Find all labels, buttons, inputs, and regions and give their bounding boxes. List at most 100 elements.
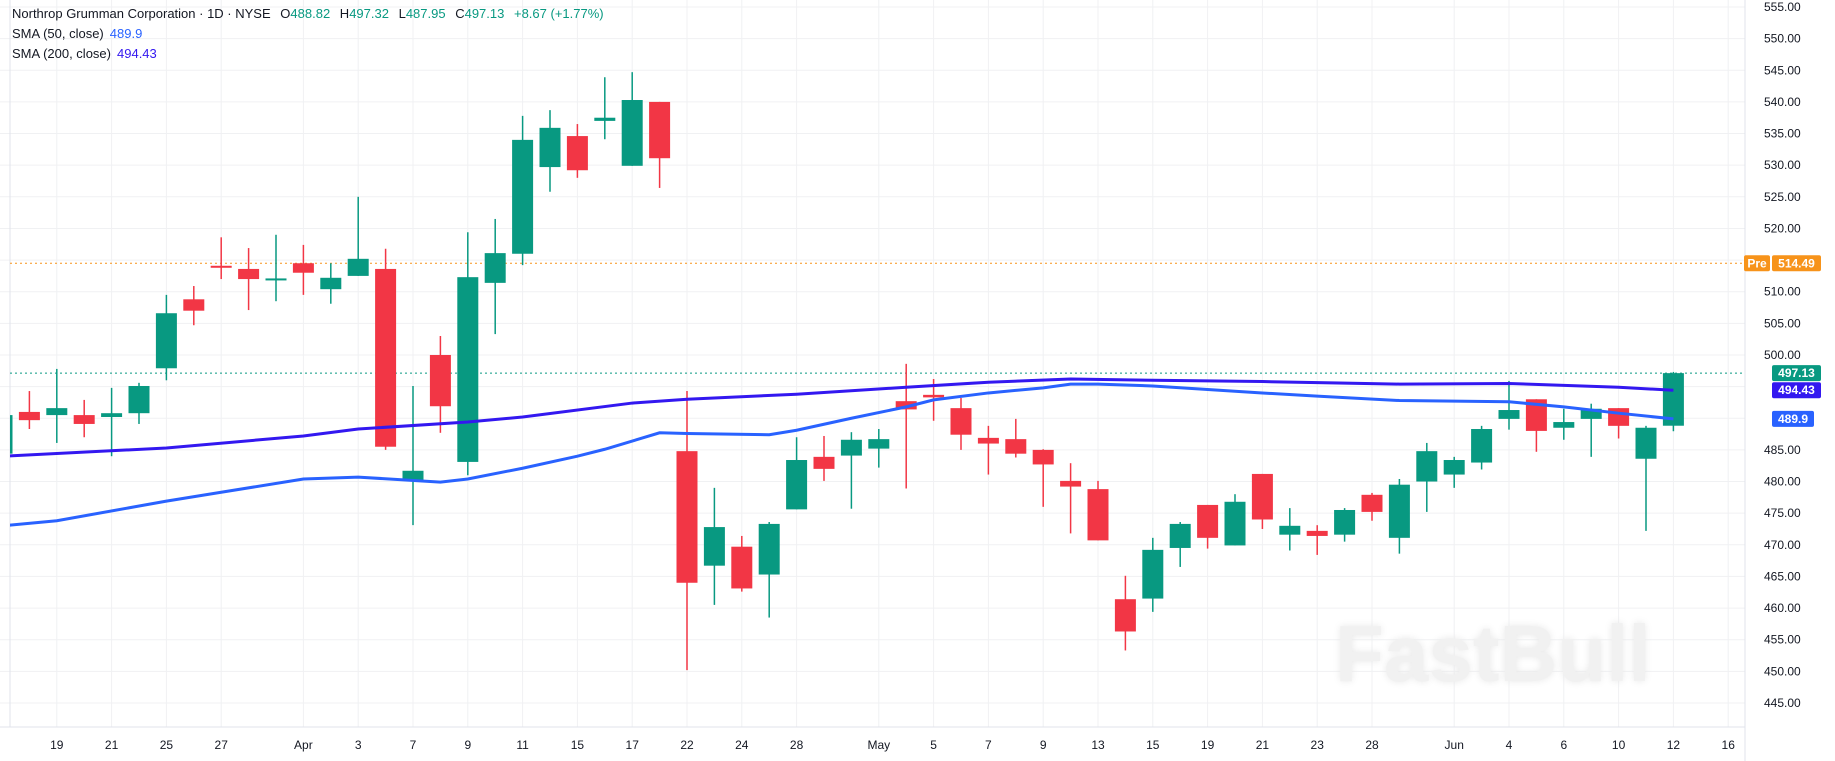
plot-area[interactable] xyxy=(0,72,1684,671)
candle-up xyxy=(155,313,177,369)
sma50-line xyxy=(10,382,1674,527)
y-tick-label: 465.00 xyxy=(1764,569,1801,583)
candle-up xyxy=(484,253,506,283)
candle-up xyxy=(1635,427,1657,459)
y-tick-label: 520.00 xyxy=(1764,221,1801,235)
x-tick-label: 25 xyxy=(160,738,174,752)
candle-up xyxy=(46,408,68,416)
sma50-price-label-bg xyxy=(1772,410,1814,427)
candle-up xyxy=(1662,373,1684,426)
candle-up xyxy=(786,460,808,510)
candle-up xyxy=(347,258,369,276)
candle-down xyxy=(1005,439,1027,454)
candle-up xyxy=(868,439,890,449)
last-price-label: 497.13 xyxy=(1778,366,1815,380)
y-tick-label: 525.00 xyxy=(1764,190,1801,204)
x-tick-label: 19 xyxy=(1201,738,1215,752)
sma50-price-label: 489.9 xyxy=(1778,412,1808,426)
y-tick-label: 555.00 xyxy=(1764,0,1801,14)
candle-up xyxy=(840,439,862,456)
candle-up xyxy=(1580,408,1602,419)
candle-up xyxy=(621,100,643,166)
x-tick-label: 3 xyxy=(355,738,362,752)
y-tick-label: 540.00 xyxy=(1764,95,1801,109)
last-price-label-bg xyxy=(1772,365,1821,382)
candle-up xyxy=(1498,410,1520,419)
candle-up xyxy=(320,277,342,290)
candle-down xyxy=(731,546,753,589)
candle-up xyxy=(1388,484,1410,538)
candle-up xyxy=(594,117,616,121)
candle-up xyxy=(10,415,13,454)
x-tick-label: 6 xyxy=(1560,738,1567,752)
candle-down xyxy=(676,451,698,583)
candle-up xyxy=(703,527,725,566)
x-tick-label: 21 xyxy=(105,738,119,752)
candle-up xyxy=(101,413,123,417)
close-label: C xyxy=(455,6,465,21)
x-tick-label: 9 xyxy=(464,738,471,752)
x-tick-label: 19 xyxy=(50,738,64,752)
y-tick-label: 480.00 xyxy=(1764,475,1801,489)
low-label: L xyxy=(398,6,406,21)
candle-down xyxy=(1114,599,1136,632)
high-value: 497.32 xyxy=(349,6,389,21)
y-tick-label: 510.00 xyxy=(1764,285,1801,299)
x-tick-label: 15 xyxy=(1146,738,1160,752)
candle-down xyxy=(1251,473,1273,520)
sma50-legend[interactable]: SMA (50, close) 489.9 xyxy=(12,24,604,44)
y-tick-label: 535.00 xyxy=(1764,127,1801,141)
y-tick-label: 545.00 xyxy=(1764,63,1801,77)
candle-up xyxy=(1279,525,1301,535)
premarket-price-label-bg xyxy=(1772,255,1821,272)
y-tick-label: 475.00 xyxy=(1764,506,1801,520)
open-label: O xyxy=(280,6,291,21)
y-tick-label: 445.00 xyxy=(1764,696,1801,710)
x-tick-label: Jun xyxy=(1445,738,1464,752)
candle-up xyxy=(1416,451,1438,482)
candle-up xyxy=(1471,429,1493,463)
candle-up xyxy=(1553,422,1575,428)
candle-down xyxy=(649,101,671,159)
x-tick-label: 16 xyxy=(1722,738,1736,752)
x-tick-label: 9 xyxy=(1040,738,1047,752)
x-tick-label: 27 xyxy=(215,738,229,752)
candle-up xyxy=(539,127,561,168)
high-label: H xyxy=(339,6,350,21)
candle-up xyxy=(402,470,424,481)
x-tick-label: 24 xyxy=(735,738,749,752)
y-tick-label: 455.00 xyxy=(1764,633,1801,647)
y-tick-label: 450.00 xyxy=(1764,664,1801,678)
candle-down xyxy=(950,408,972,435)
sma50-label: SMA (50, close) xyxy=(12,26,104,41)
chart-legend: Northrop Grumman Corporation · 1D · NYSE… xyxy=(12,4,604,64)
candle-down xyxy=(977,437,999,444)
x-tick-label: Apr xyxy=(294,738,313,752)
x-tick-label: 10 xyxy=(1612,738,1626,752)
sma200-legend[interactable]: SMA (200, close) 494.43 xyxy=(12,44,604,64)
y-tick-label: 485.00 xyxy=(1764,443,1801,457)
candle-down xyxy=(923,394,945,398)
candle-down xyxy=(1197,504,1219,538)
change-value: +8.67 (+1.77%) xyxy=(513,6,604,21)
y-tick-label: 530.00 xyxy=(1764,158,1801,172)
candle-down xyxy=(429,354,451,407)
sma200-line xyxy=(10,377,1674,458)
candle-down xyxy=(375,268,397,447)
candle-down xyxy=(238,268,260,280)
candle-down xyxy=(813,456,835,469)
x-tick-label: 23 xyxy=(1311,738,1325,752)
candle-down xyxy=(183,299,205,311)
y-tick-label: 505.00 xyxy=(1764,316,1801,330)
candle-up xyxy=(1443,460,1465,475)
candle-down xyxy=(1087,489,1109,541)
y-tick-label: 470.00 xyxy=(1764,538,1801,552)
premarket-tag-bg xyxy=(1744,255,1770,272)
symbol-title: Northrop Grumman Corporation · 1D · NYSE xyxy=(12,6,271,21)
candle-down xyxy=(210,265,232,268)
candle-up xyxy=(512,139,534,254)
candle-down xyxy=(1306,530,1328,536)
premarket-price-label: 514.49 xyxy=(1778,256,1815,270)
candle-down xyxy=(18,411,40,421)
